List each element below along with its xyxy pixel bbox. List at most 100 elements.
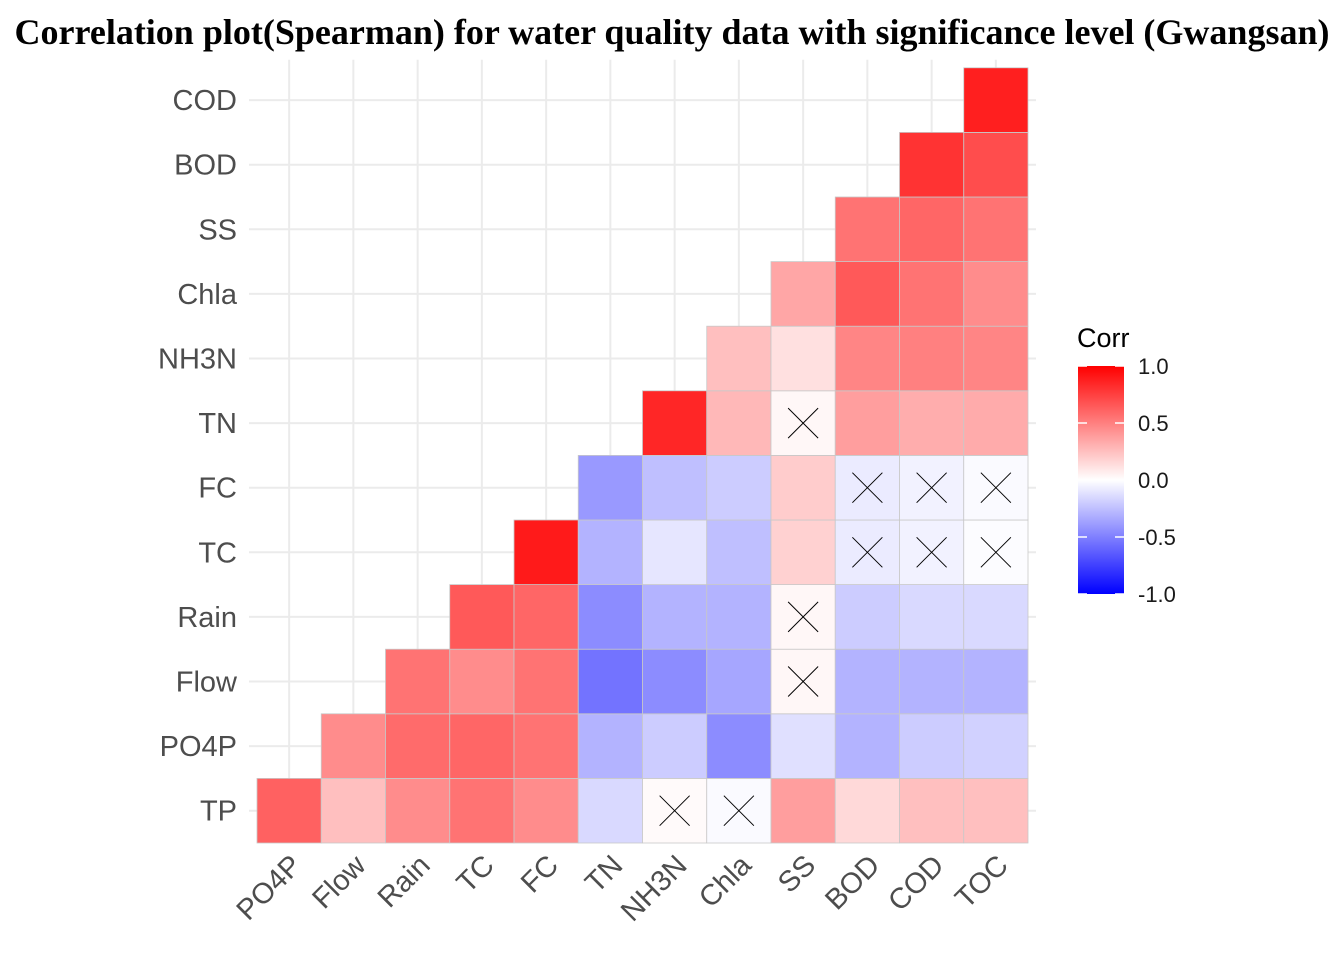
heatmap-cell-toc-bod bbox=[963, 131, 1029, 198]
insignificant-x-mark bbox=[852, 536, 883, 568]
x-tick-label-nh3n: NH3N bbox=[615, 849, 693, 927]
heatmap-cell-ss-fc bbox=[770, 454, 836, 521]
heatmap-cell-chla-nh3n bbox=[706, 325, 772, 392]
heatmap-cell-ss-po4p bbox=[770, 713, 836, 779]
heatmap-cell-ss-tc bbox=[770, 519, 836, 585]
y-tick-label-tp: TP bbox=[200, 796, 237, 828]
heatmap-cell-cod-bod bbox=[899, 131, 965, 198]
heatmap-cell-tn-rain bbox=[577, 584, 643, 650]
heatmap-cell-bod-rain bbox=[834, 584, 900, 650]
heatmap-cell-tn-flow bbox=[577, 648, 643, 715]
heatmap-cell-chla-fc bbox=[706, 454, 772, 521]
heatmap-cell-rain-po4p bbox=[385, 713, 451, 779]
heatmap-cell-toc-tp bbox=[963, 778, 1029, 844]
y-tick-label-tn: TN bbox=[198, 408, 237, 440]
heatmap-cell-rain-flow bbox=[385, 648, 451, 715]
heatmap-cell-chla-tc bbox=[706, 519, 772, 585]
y-tick-label-rain: Rain bbox=[177, 602, 237, 634]
heatmap-tiles bbox=[256, 67, 1029, 844]
heatmap-cell-fc-flow bbox=[513, 648, 579, 715]
heatmap-cell-ss-nh3n bbox=[770, 325, 836, 392]
heatmap-cell-tc-flow bbox=[449, 648, 515, 715]
heatmap-cell-ss-chla bbox=[770, 261, 836, 327]
heatmap-cell-bod-po4p bbox=[834, 713, 900, 779]
legend-tick-label: 0.5 bbox=[1138, 411, 1169, 436]
insignificant-x-mark bbox=[659, 795, 690, 827]
insignificant-x-mark bbox=[723, 795, 755, 827]
x-tick-label-flow: Flow bbox=[306, 849, 373, 916]
heatmap-cell-nh3n-rain bbox=[642, 584, 708, 650]
x-tick-label-fc: FC bbox=[515, 849, 565, 899]
insignificant-x-mark bbox=[787, 666, 819, 697]
heatmap-cell-toc-tn bbox=[963, 390, 1029, 456]
heatmap-cell-ss-tp bbox=[770, 778, 836, 844]
heatmap-cell-cod-tn bbox=[899, 390, 965, 456]
heatmap-cell-chla-tn bbox=[706, 390, 772, 456]
heatmap-cell-toc-cod bbox=[963, 67, 1029, 133]
heatmap-cell-toc-nh3n bbox=[963, 325, 1029, 392]
x-tick-label-rain: Rain bbox=[372, 849, 437, 914]
y-axis: TP PO4P Flow Rain TC FC TN NH3N Chla SS BOD COD bbox=[158, 85, 238, 828]
heatmap-cell-tc-rain bbox=[449, 584, 515, 650]
heatmap-cell-toc-po4p bbox=[963, 713, 1029, 779]
heatmap-cell-chla-flow bbox=[706, 648, 772, 715]
x-tick-label-po4p: PO4P bbox=[231, 849, 308, 926]
heatmap-cell-nh3n-tc bbox=[642, 519, 708, 585]
y-tick-label-chla: Chla bbox=[177, 279, 238, 311]
legend: Corr 1.0 0.5 0.0 -0.5 -1.0 bbox=[1077, 323, 1176, 607]
heatmap-cell-bod-ss bbox=[834, 196, 900, 262]
insignificance-marks bbox=[659, 407, 1012, 827]
y-tick-label-ss: SS bbox=[198, 214, 237, 246]
heatmap-cell-flow-tp bbox=[320, 778, 386, 844]
heatmap-cell-cod-ss bbox=[899, 196, 965, 262]
y-tick-label-flow: Flow bbox=[176, 667, 238, 699]
heatmap-cell-cod-rain bbox=[899, 584, 965, 650]
x-tick-label-ss: SS bbox=[772, 849, 822, 899]
x-tick-label-chla: Chla bbox=[693, 849, 758, 914]
y-tick-label-tc: TC bbox=[198, 537, 237, 569]
insignificant-x-mark bbox=[787, 407, 819, 439]
legend-tick-label: -0.5 bbox=[1138, 525, 1176, 550]
heatmap-cell-nh3n-fc bbox=[642, 454, 708, 521]
heatmap-cell-bod-flow bbox=[834, 648, 900, 715]
y-tick-label-fc: FC bbox=[198, 473, 237, 505]
heatmap-cell-bod-nh3n bbox=[834, 325, 900, 392]
heatmap-cell-cod-nh3n bbox=[899, 325, 965, 392]
heatmap-cell-tc-po4p bbox=[449, 713, 515, 779]
heatmap-cell-nh3n-tn bbox=[642, 390, 708, 456]
heatmap-cell-tc-tp bbox=[449, 778, 515, 844]
heatmap-cell-chla-rain bbox=[706, 584, 772, 650]
y-tick-label-po4p: PO4P bbox=[160, 731, 237, 763]
insignificant-x-mark bbox=[916, 536, 947, 568]
heatmap-cell-rain-tp bbox=[385, 778, 451, 844]
x-tick-label-toc: TOC bbox=[949, 849, 1015, 915]
insignificant-x-mark bbox=[980, 472, 1012, 504]
heatmap-cell-fc-rain bbox=[513, 584, 579, 650]
heatmap-cell-toc-flow bbox=[963, 648, 1029, 715]
heatmap-cell-tn-fc bbox=[577, 454, 643, 521]
insignificant-x-mark bbox=[916, 472, 947, 504]
heatmap-cell-flow-po4p bbox=[320, 713, 386, 779]
legend-tick-label: 1.0 bbox=[1138, 354, 1169, 379]
insignificant-x-mark bbox=[852, 472, 883, 504]
legend-tick-label: 0.0 bbox=[1138, 468, 1169, 493]
heatmap-cell-cod-po4p bbox=[899, 713, 965, 779]
heatmap-cell-fc-tp bbox=[513, 778, 579, 844]
heatmap-cell-nh3n-flow bbox=[642, 648, 708, 715]
y-tick-label-cod: COD bbox=[173, 85, 237, 117]
insignificant-x-mark bbox=[980, 536, 1012, 568]
heatmap-cell-bod-tn bbox=[834, 390, 900, 456]
heatmap-cell-cod-flow bbox=[899, 648, 965, 715]
heatmap-cell-fc-po4p bbox=[513, 713, 579, 779]
heatmap-cell-tn-tp bbox=[577, 778, 643, 844]
heatmap-cell-po4p-tp bbox=[256, 778, 322, 844]
heatmap-cell-tn-tc bbox=[577, 519, 643, 585]
heatmap-cell-toc-ss bbox=[963, 196, 1029, 262]
heatmap-cell-toc-rain bbox=[963, 584, 1029, 650]
y-tick-label-nh3n: NH3N bbox=[158, 344, 237, 376]
legend-title: Corr bbox=[1077, 323, 1130, 353]
x-tick-label-tc: TC bbox=[451, 849, 501, 899]
heatmap-cell-cod-chla bbox=[899, 261, 965, 327]
